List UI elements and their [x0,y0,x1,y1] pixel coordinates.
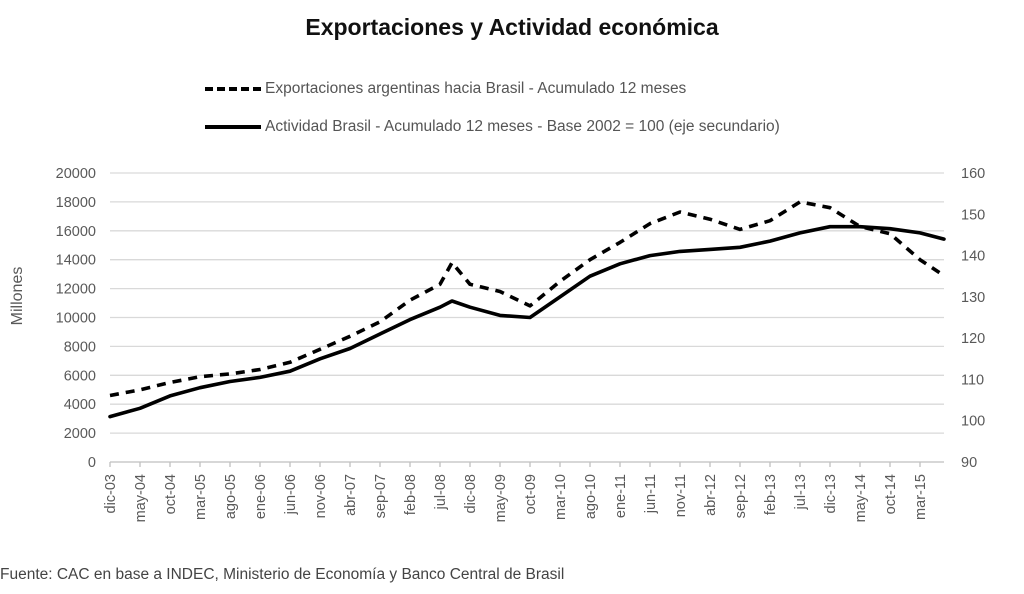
x-tick-label: ago-05 [223,474,239,519]
y2-tick-label: 90 [961,455,977,471]
x-tick-label: mar-10 [553,474,569,520]
x-tick-label: may-09 [493,474,509,522]
y-axis-title: Millones [9,267,26,326]
x-tick-label: feb-13 [763,474,779,515]
x-tick-label: oct-09 [523,474,539,514]
x-tick-label: jun-11 [643,474,659,514]
x-tick-label: abr-07 [343,474,359,516]
x-tick-label: ene-11 [613,474,629,518]
legend-item-activity: Actividad Brasil - Acumulado 12 meses - … [205,117,780,137]
y-tick-label: 12000 [56,282,96,298]
x-tick-label: dic-08 [463,474,479,514]
x-tick-label: dic-03 [103,474,119,514]
y-tick-label: 6000 [64,368,96,384]
y2-tick-label: 160 [961,166,985,182]
x-tick-label: nov-11 [673,474,689,517]
series-line-activity [108,224,946,419]
y-tick-label: 16000 [56,224,96,240]
x-tick-label: oct-14 [883,474,899,514]
x-tick-label: ene-06 [253,474,269,519]
y-tick-label: 18000 [56,195,96,211]
x-tick-label: dic-13 [823,474,839,514]
x-tick-label: nov-06 [313,474,329,518]
x-tick-label: mar-15 [913,474,929,520]
x-tick-label: feb-08 [403,474,419,515]
y2-tick-label: 130 [961,290,985,306]
x-tick-label: oct-04 [163,474,179,514]
x-tick-label: jul-08 [433,474,449,510]
source-note: Fuente: CAC en base a INDEC, Ministerio … [0,566,565,583]
y-tick-label: 14000 [56,253,96,269]
legend-label-exports: Exportaciones argentinas hacia Brasil - … [265,80,687,97]
gridlines [110,172,944,434]
series-lines [108,200,946,419]
y2-tick-label: 140 [961,249,985,265]
y-tick-label: 10000 [56,311,96,327]
chart-title: Exportaciones y Actividad económica [305,14,719,40]
x-tick-label: ago-10 [583,474,599,519]
x-tick-label: jul-13 [793,474,809,510]
y2-tick-label: 150 [961,207,985,223]
x-tick-label: sep-12 [733,474,749,518]
x-tick-label: mar-05 [193,474,209,520]
y-tick-label: 8000 [64,339,96,355]
axes: 0 2000 4000 6000 8000 10000 12000 14000 16000 180… [56,166,986,522]
series-line-exports [109,200,945,398]
x-tick-label: jun-06 [283,474,299,515]
y-tick-label: 2000 [64,426,96,442]
y2-tick-label: 120 [961,331,985,347]
legend-solid-line-icon [205,125,261,129]
x-tick-label: sep-07 [373,474,389,518]
x-tick-label: abr-12 [703,474,719,516]
legend-label-activity: Actividad Brasil - Acumulado 12 meses - … [265,118,780,135]
x-tick-label: may-04 [133,474,149,522]
legend-item-exports: Exportaciones argentinas hacia Brasil - … [205,79,686,99]
y-tick-label: 0 [88,455,96,471]
legend-dashed-line-icon [205,87,261,91]
y2-tick-label: 110 [961,372,984,388]
y-tick-label: 20000 [56,166,96,182]
y-tick-label: 4000 [64,397,96,413]
x-tick-label: may-14 [853,474,869,522]
y2-tick-label: 100 [961,414,985,430]
